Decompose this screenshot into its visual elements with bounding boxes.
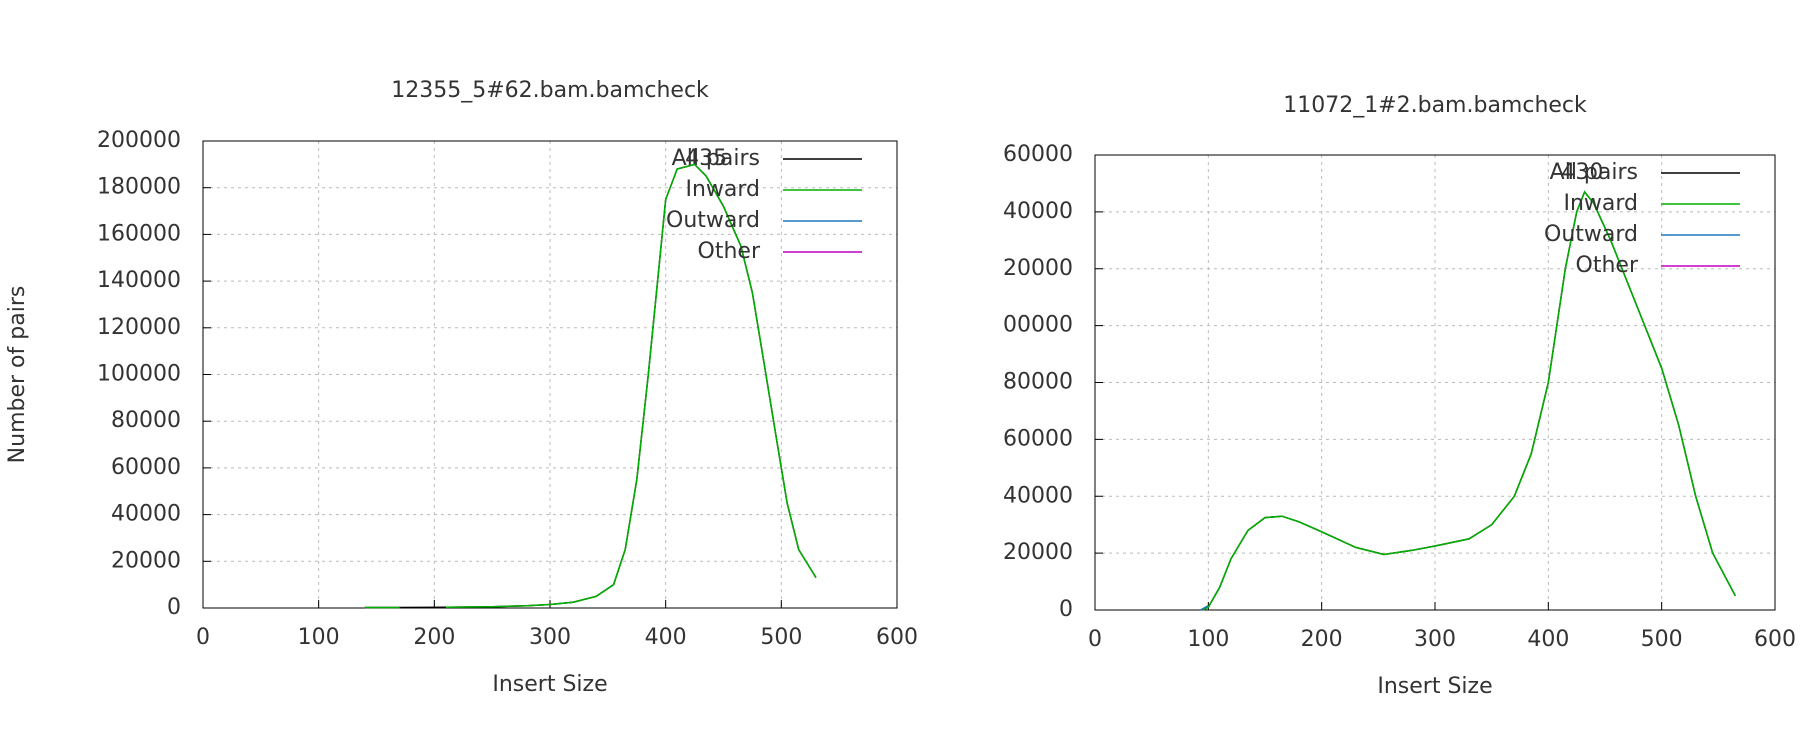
y-tick-label: 80000 bbox=[111, 408, 181, 433]
legend-label: All pairs bbox=[1550, 160, 1638, 185]
x-tick-label: 300 bbox=[529, 625, 571, 650]
legend-label: Inward bbox=[685, 177, 760, 202]
x-tick-label: 100 bbox=[298, 625, 340, 650]
y-tick-label: 180000 bbox=[97, 175, 181, 200]
x-axis-label: Insert Size bbox=[492, 672, 607, 697]
plot-frame bbox=[202, 140, 898, 609]
y-tick-label: 0 bbox=[167, 595, 181, 620]
series-line bbox=[1202, 190, 1736, 611]
chart-title: 11072_1#2.bam.bamcheck bbox=[1283, 93, 1587, 118]
y-tick-label: 80000 bbox=[1003, 370, 1073, 395]
series-line bbox=[364, 163, 817, 609]
x-tick-label: 500 bbox=[1641, 627, 1683, 652]
x-tick-label: 600 bbox=[876, 625, 918, 650]
y-tick-label: 40000 bbox=[1003, 199, 1073, 224]
y-tick-label: 20000 bbox=[111, 548, 181, 573]
y-tick-label: 160000 bbox=[97, 221, 181, 246]
legend-label: Inward bbox=[1563, 191, 1638, 216]
y-tick-label: 100000 bbox=[97, 362, 181, 387]
legend-label: Other bbox=[698, 239, 761, 264]
x-tick-label: 400 bbox=[1527, 627, 1569, 652]
legend-label: Other bbox=[1576, 253, 1639, 278]
x-tick-label: 300 bbox=[1414, 627, 1456, 652]
y-tick-label: 00000 bbox=[1003, 313, 1073, 338]
y-tick-label: 20000 bbox=[1003, 256, 1073, 281]
chart-title: 12355_5#62.bam.bamcheck bbox=[391, 78, 709, 103]
x-tick-label: 200 bbox=[1301, 627, 1343, 652]
x-tick-label: 0 bbox=[196, 625, 210, 650]
y-tick-label: 60000 bbox=[1003, 426, 1073, 451]
y-axis-label: Number of pairs bbox=[5, 286, 30, 464]
x-tick-label: 500 bbox=[760, 625, 802, 650]
series-line bbox=[1200, 605, 1209, 611]
y-tick-label: 40000 bbox=[111, 502, 181, 527]
x-tick-label: 200 bbox=[413, 625, 455, 650]
x-tick-label: 400 bbox=[645, 625, 687, 650]
annotation: 435 bbox=[685, 146, 727, 171]
x-tick-label: 0 bbox=[1088, 627, 1102, 652]
y-tick-label: 200000 bbox=[97, 128, 181, 153]
y-tick-label: 20000 bbox=[1003, 540, 1073, 565]
annotation: 430 bbox=[1561, 160, 1603, 185]
y-tick-label: 140000 bbox=[97, 268, 181, 293]
y-tick-label: 0 bbox=[1059, 597, 1073, 622]
x-axis-label: Insert Size bbox=[1377, 674, 1492, 699]
x-tick-label: 100 bbox=[1187, 627, 1229, 652]
y-tick-label: 60000 bbox=[111, 455, 181, 480]
y-tick-label: 60000 bbox=[1003, 142, 1073, 167]
series-line bbox=[1202, 190, 1736, 611]
x-tick-label: 600 bbox=[1754, 627, 1796, 652]
plot-frame bbox=[1094, 154, 1776, 611]
y-tick-label: 120000 bbox=[97, 315, 181, 340]
y-tick-label: 40000 bbox=[1003, 483, 1073, 508]
legend-label: Outward bbox=[666, 208, 760, 233]
legend-label: Outward bbox=[1544, 222, 1638, 247]
